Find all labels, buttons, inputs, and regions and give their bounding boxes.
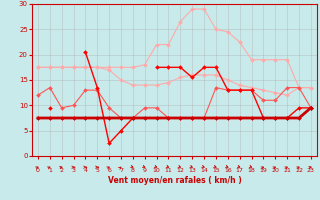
X-axis label: Vent moyen/en rafales ( km/h ): Vent moyen/en rafales ( km/h ) (108, 176, 241, 185)
